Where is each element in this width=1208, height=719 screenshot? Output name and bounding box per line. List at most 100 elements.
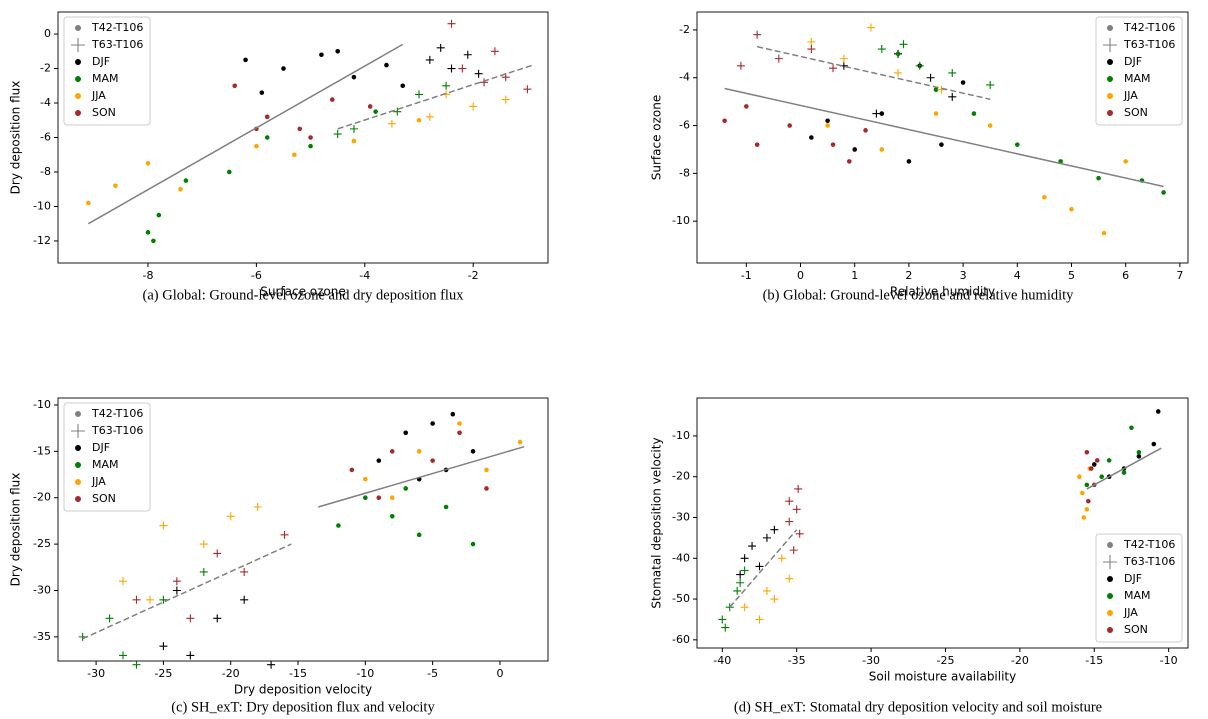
point — [736, 570, 745, 579]
legend-marker — [75, 479, 81, 485]
legend-marker — [1107, 93, 1113, 99]
x-tick-label: -15 — [289, 667, 307, 680]
x-tick-label: -25 — [154, 667, 172, 680]
y-tick-label: -4 — [40, 96, 51, 109]
point — [132, 595, 141, 604]
legend-marker — [75, 59, 81, 65]
point — [777, 554, 786, 563]
point — [866, 23, 875, 32]
point — [389, 513, 395, 519]
legend-label: SON — [1124, 106, 1148, 119]
point — [501, 95, 510, 104]
point — [484, 467, 489, 473]
point — [145, 161, 151, 166]
point — [755, 562, 764, 571]
point — [863, 128, 868, 133]
point — [1101, 230, 1107, 236]
point — [349, 467, 355, 473]
y-tick-label: -2 — [40, 62, 51, 75]
y-tick-label: -20 — [672, 470, 690, 483]
x-tick-label: 7 — [1176, 269, 1183, 282]
point — [846, 159, 852, 164]
point — [442, 81, 451, 90]
point — [297, 126, 303, 132]
legend-label: JJA — [1123, 606, 1138, 619]
point — [159, 642, 168, 651]
legend: T42-T106 T63-T106 DJF MAM JJA SON — [63, 16, 151, 126]
x-tick-label: 2 — [905, 269, 912, 282]
point — [145, 230, 151, 235]
point — [178, 186, 183, 192]
point — [1099, 474, 1105, 480]
point — [825, 123, 830, 128]
legend-marker — [75, 411, 81, 417]
point — [367, 104, 373, 109]
caption: (b) Global: Ground-level ozone and relat… — [763, 287, 1075, 303]
point — [785, 497, 794, 506]
caption: (c) SH_exT: Dry deposition flux and velo… — [171, 699, 435, 715]
plot-area — [86, 19, 534, 244]
point — [933, 87, 939, 92]
point — [151, 238, 156, 244]
legend-marker — [71, 424, 85, 438]
point — [480, 78, 489, 87]
legend-label: SON — [92, 492, 116, 505]
legend: T42-T106 T63-T106 DJF MAM JJA SON — [1095, 533, 1183, 643]
point — [986, 80, 995, 89]
point — [376, 458, 382, 463]
y-tick-label: -8 — [679, 166, 690, 179]
x-tick-label: -2 — [468, 269, 479, 282]
y-tick-label: -10 — [33, 199, 51, 212]
fit-line — [1086, 447, 1162, 490]
point — [469, 102, 478, 111]
legend-marker — [1107, 76, 1113, 82]
legend-marker — [75, 76, 81, 82]
point — [825, 118, 830, 124]
point — [1086, 498, 1091, 504]
legend-label: DJF — [1124, 572, 1142, 585]
legend-label: T63-T106 — [1123, 555, 1175, 568]
point — [450, 411, 456, 417]
legend-marker — [75, 110, 81, 116]
point — [948, 68, 957, 77]
point — [1091, 462, 1097, 467]
fit-line — [318, 445, 525, 508]
fit-line — [756, 45, 991, 100]
point — [389, 449, 395, 454]
point — [830, 142, 836, 147]
point — [906, 159, 912, 164]
x-tick-label: -4 — [359, 269, 370, 282]
point — [829, 64, 838, 73]
y-tick-label: -35 — [33, 630, 51, 643]
legend-label: T63-T106 — [91, 38, 143, 51]
legend-marker — [75, 462, 81, 468]
y-tick-label: -10 — [33, 398, 51, 411]
point — [159, 595, 168, 604]
axes-frame — [57, 11, 549, 264]
legend-marker — [1107, 593, 1113, 599]
point — [939, 142, 944, 147]
point — [879, 111, 885, 116]
x-tick-label: -10 — [356, 667, 374, 680]
point — [376, 495, 382, 501]
legend-label: JJA — [91, 475, 106, 488]
point — [809, 135, 814, 140]
legend-label: MAM — [1124, 589, 1151, 602]
x-tick-label: 0 — [797, 269, 804, 282]
point — [267, 660, 276, 669]
axes-frame — [57, 397, 549, 662]
legend-marker — [71, 38, 85, 52]
point — [213, 614, 222, 623]
point — [1084, 507, 1090, 512]
legend-frame — [1095, 16, 1183, 126]
point — [436, 43, 445, 52]
legend-label: T42-T106 — [91, 407, 143, 420]
legend-marker — [75, 25, 81, 31]
point — [792, 505, 801, 514]
point — [1094, 458, 1100, 463]
legend-frame — [63, 16, 151, 126]
x-tick-label: -25 — [936, 654, 954, 667]
point — [335, 49, 340, 54]
point — [416, 532, 422, 538]
point — [447, 19, 456, 28]
